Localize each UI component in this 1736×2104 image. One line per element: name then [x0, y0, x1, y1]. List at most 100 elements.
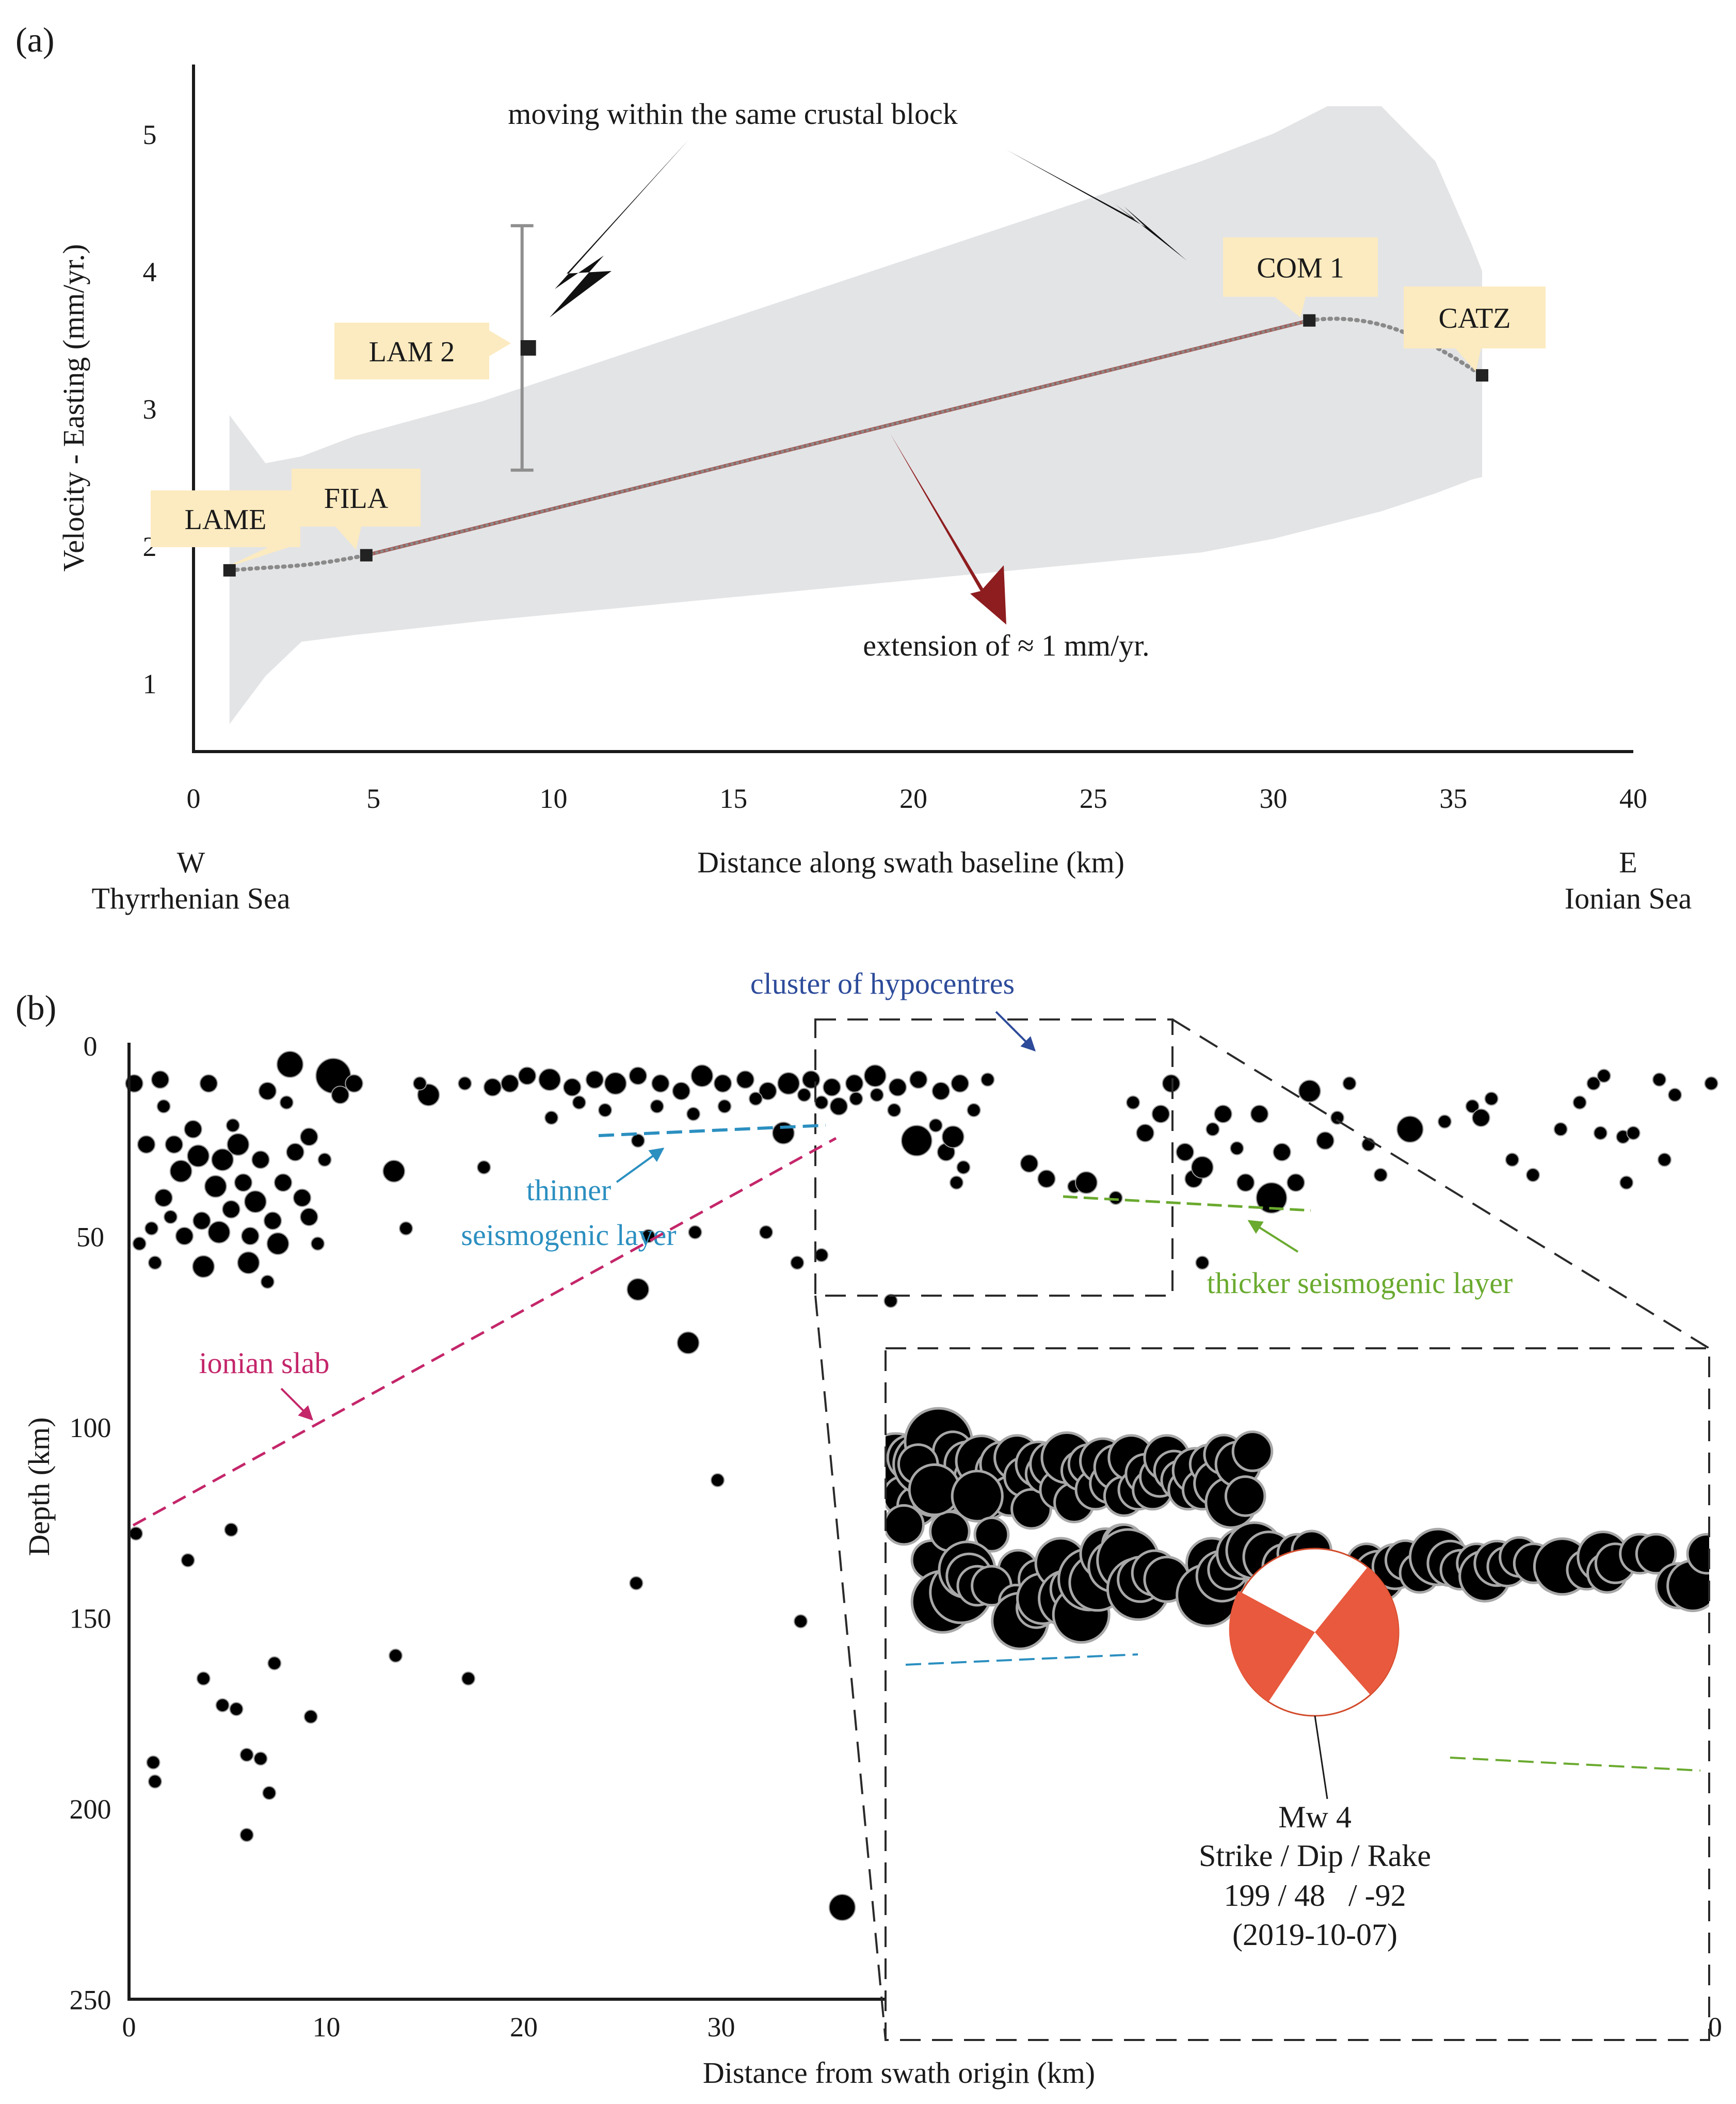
hypocentre-44 [382, 1159, 406, 1183]
hypocentre-2 [144, 1221, 159, 1236]
hypocentre-134 [1626, 1126, 1641, 1140]
inset-hypocentre-51 [1231, 1430, 1274, 1472]
hypocentre-103 [1151, 1105, 1170, 1123]
hypocentre-117 [1316, 1131, 1335, 1150]
station-marker-lame [223, 564, 236, 577]
hypocentre-169 [828, 1893, 856, 1921]
hypocentre-151 [629, 1576, 644, 1590]
same-block-annotation: moving within the same crustal block [508, 97, 957, 131]
label-box-catz [1404, 286, 1546, 348]
hypocentre-70 [909, 1070, 928, 1089]
hypocentre-158 [196, 1671, 211, 1686]
label-box-fila [292, 469, 421, 527]
hypocentre-135 [1619, 1175, 1634, 1190]
hypocentre-61 [713, 1074, 732, 1093]
hypocentre-105 [1176, 1143, 1195, 1161]
label-tail-lame [222, 547, 289, 569]
west-direction-label: W [177, 846, 205, 879]
focal-mechanism-beachball [1229, 1548, 1400, 1717]
hypocentre-114 [1273, 1143, 1291, 1161]
label-box-com1 [1223, 237, 1378, 297]
ionian-slab-annotation: ionian slab [199, 1346, 330, 1380]
hypocentre-144 [814, 1248, 829, 1263]
a-x-tick-10: 10 [540, 783, 568, 814]
a-x-tick-15: 15 [719, 783, 747, 814]
hypocentre-54 [562, 1078, 582, 1097]
hypocentre-94 [967, 1103, 981, 1118]
trend-segment-dots [365, 319, 1311, 557]
hypocentre-160 [229, 1702, 244, 1716]
hypocentre-5 [163, 1209, 178, 1224]
hypocentre-68 [863, 1064, 887, 1088]
hypocentre-3 [151, 1070, 170, 1089]
thicker-annotation: thicker seismogenic layer [1207, 1266, 1513, 1300]
hypocentre-157 [181, 1553, 195, 1568]
hypocentre-159 [215, 1698, 230, 1713]
station-marker-com1 [1303, 314, 1316, 327]
hypocentre-34 [345, 1074, 363, 1093]
inset-thicker-line [1450, 1757, 1701, 1772]
hypocentre-143 [790, 1255, 805, 1270]
a-x-tick-labels: 0 5 10 15 20 25 30 35 40 [187, 783, 1648, 814]
hypocentre-163 [262, 1786, 277, 1800]
hypocentre-72 [951, 1074, 969, 1093]
thinner-layer-line [598, 1124, 826, 1137]
hypocentre-164 [239, 1828, 254, 1842]
hypocentre-119 [1342, 1076, 1357, 1091]
b-y-tick-250: 250 [70, 1985, 111, 2016]
hypocentre-1 [137, 1135, 156, 1154]
station-markers [223, 314, 1489, 577]
panel-b-label: (b) [15, 988, 56, 1027]
hypocentre-13 [204, 1175, 227, 1198]
hypocentre-170 [1195, 1255, 1210, 1270]
hypocentre-36 [132, 1236, 147, 1251]
a-x-tick-40: 40 [1619, 783, 1647, 814]
hypocentre-126 [1484, 1091, 1499, 1106]
hypocentre-62 [736, 1070, 755, 1089]
label-tail-fila [335, 527, 361, 550]
hypocentre-88 [901, 1125, 933, 1157]
hypocentre-108 [1205, 1122, 1220, 1137]
hypocentre-111 [1236, 1173, 1255, 1192]
a-x-tick-25: 25 [1080, 783, 1107, 814]
a-y-axis-title: Velocity - Easting (mm/yr.) [57, 244, 90, 572]
hypocentre-40 [279, 1095, 294, 1110]
hypocentre-22 [258, 1081, 277, 1101]
hypocentre-152 [461, 1671, 476, 1686]
hypocentre-85 [849, 1091, 863, 1106]
a-x-tick-0: 0 [187, 783, 201, 814]
hypocentre-79 [717, 1099, 732, 1113]
inset-hypocentre-121 [1686, 1533, 1709, 1575]
hypocentre-96 [1020, 1154, 1039, 1173]
focal-header: Strike / Dip / Rake [1199, 1839, 1431, 1873]
zoom-connector-top [1171, 1018, 1710, 1349]
hypocentre-78 [686, 1107, 701, 1121]
uncertainty-band-layer [229, 106, 1483, 724]
hypocentre-65 [801, 1070, 821, 1089]
hypocentre-147 [759, 1225, 774, 1239]
a-x-tick-20: 20 [899, 783, 927, 814]
thinner-arrow [616, 1147, 665, 1183]
same-block-arrow-left [550, 139, 689, 317]
hypocentre-51 [501, 1074, 519, 1093]
station-marker-fila [360, 549, 373, 562]
hypocentre-63 [759, 1081, 777, 1101]
b-y-tick-labels: 0 50 100 150 200 250 [70, 1031, 111, 2016]
inset-hypocentre-20 [1010, 1488, 1052, 1530]
label-tail-lam2 [489, 330, 511, 356]
label-tail-catz [1455, 348, 1481, 372]
inset-frame [885, 1347, 1710, 2041]
hypocentre-140 [1704, 1076, 1718, 1091]
panel-a-label: (a) [15, 20, 54, 59]
hypocentre-60 [690, 1064, 714, 1088]
hypocentre-95 [980, 1072, 995, 1087]
hypocentre-8 [175, 1226, 194, 1246]
hypocentre-154 [303, 1710, 318, 1724]
hypocentre-11 [192, 1212, 211, 1230]
hypocentre-15 [211, 1148, 234, 1171]
thinner-annotation-line1: thinner [526, 1173, 611, 1207]
hypocentre-142 [688, 1225, 702, 1239]
hypocentre-167 [128, 1526, 143, 1541]
station-marker-catz [1476, 369, 1489, 382]
hypocentre-76 [631, 1134, 645, 1148]
